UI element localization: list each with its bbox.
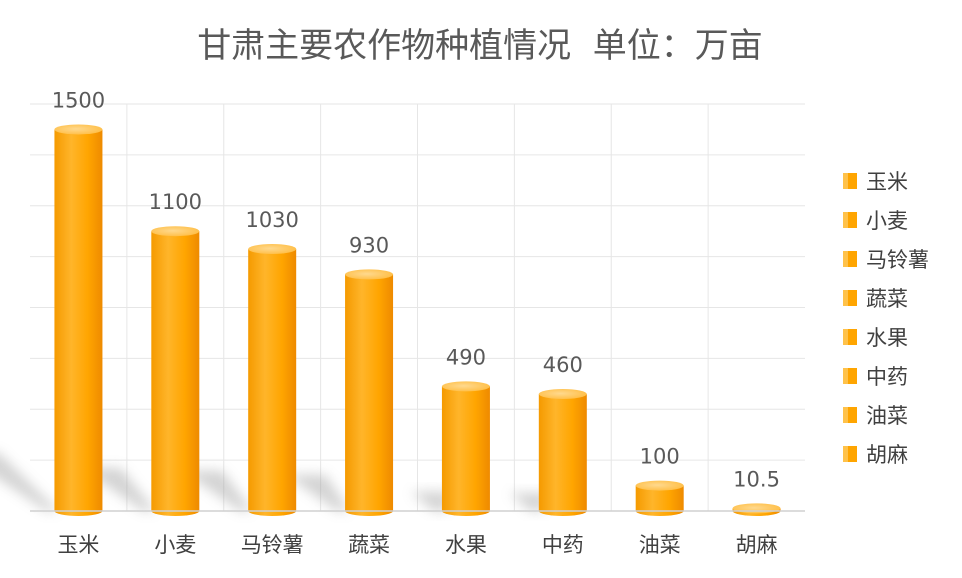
bar-body: [441, 386, 490, 516]
category-label: 玉米: [57, 533, 99, 557]
category-label: 胡麻: [736, 533, 778, 557]
bar-body: [635, 485, 684, 516]
category-label: 蔬菜: [348, 533, 390, 557]
legend-item: 玉米: [843, 170, 908, 194]
bar-top: [54, 124, 103, 135]
chart-title: 甘肃主要农作物种植情况 单位：万亩: [197, 26, 763, 66]
bar-马铃薯: [248, 243, 297, 516]
category-label: 水果: [445, 533, 487, 557]
legend-swatch-highlight: [843, 407, 848, 423]
bar-油菜: [635, 480, 684, 516]
legend-swatch-highlight: [843, 368, 848, 384]
bar-top: [248, 243, 297, 254]
data-label: 1100: [149, 190, 202, 214]
bar-shadow: [285, 474, 350, 511]
legend-item: 水果: [843, 326, 908, 350]
legend-label: 玉米: [866, 170, 908, 194]
data-label: 460: [543, 353, 583, 377]
data-label: 1500: [52, 88, 105, 112]
legend-item: 马铃薯: [843, 248, 929, 272]
legend-swatch-highlight: [843, 173, 848, 189]
legend-item: 蔬菜: [843, 287, 908, 311]
bar-shadow: [410, 491, 451, 511]
data-label: 1030: [245, 208, 298, 232]
legend-label: 中药: [866, 365, 908, 389]
gridlines: [30, 103, 805, 511]
bar-top: [635, 480, 684, 491]
legend-label: 油菜: [866, 404, 908, 428]
bar-中药: [538, 388, 587, 516]
bar-body: [54, 129, 103, 516]
legend-swatch-highlight: [843, 329, 848, 345]
data-label: 490: [446, 345, 486, 369]
bar-top: [732, 503, 781, 514]
legend-label: 胡麻: [866, 443, 908, 467]
bar-shadow: [182, 470, 253, 511]
legend-label: 蔬菜: [866, 287, 908, 311]
bar-胡麻: [732, 503, 781, 516]
data-label: 930: [349, 233, 389, 257]
bar-top: [441, 381, 490, 392]
bar-水果: [441, 381, 490, 516]
legend-swatch-highlight: [843, 446, 848, 462]
bar-蔬菜: [345, 269, 394, 516]
bar-玉米: [54, 124, 103, 516]
bar-body: [248, 248, 297, 516]
bar-top: [345, 269, 394, 280]
bar-body: [151, 231, 200, 516]
legend-swatch-highlight: [843, 212, 848, 228]
bar-小麦: [151, 226, 200, 516]
category-label: 中药: [542, 533, 584, 557]
bars: [54, 124, 781, 516]
bar-body: [345, 274, 394, 516]
category-label: 油菜: [639, 533, 681, 557]
legend-swatch-highlight: [843, 251, 848, 267]
category-label: 小麦: [154, 533, 196, 557]
legend-label: 水果: [866, 326, 908, 350]
legend-label: 小麦: [866, 209, 908, 233]
category-label: 马铃薯: [241, 533, 304, 557]
legend-item: 中药: [843, 365, 908, 389]
legend-item: 小麦: [843, 209, 908, 233]
bar-top: [151, 226, 200, 237]
legend-item: 油菜: [843, 404, 908, 428]
bar-body: [538, 393, 587, 516]
bar-top: [538, 388, 587, 399]
data-labels: 1500 1100 1030 930 490 460 100 10.5: [52, 88, 780, 491]
category-labels: 玉米 小麦 马铃薯 蔬菜 水果 中药 油菜 胡麻: [57, 533, 777, 557]
bar-shadow: [0, 453, 59, 511]
data-label: 100: [640, 445, 680, 469]
legend-item: 胡麻: [843, 443, 908, 467]
legend-swatch-highlight: [843, 290, 848, 306]
data-label: 10.5: [733, 467, 780, 491]
legend-label: 马铃薯: [866, 248, 929, 272]
